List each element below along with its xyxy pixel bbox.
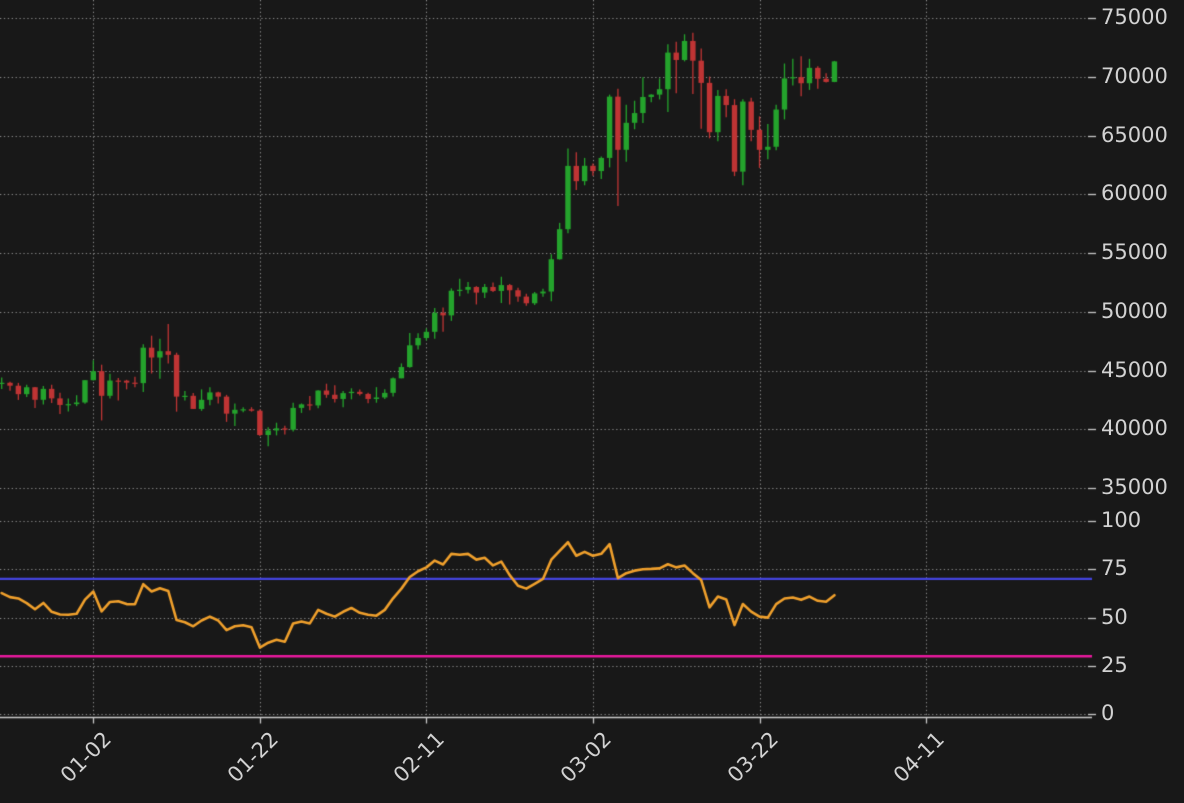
price-axis-tick-label: 75000 [1101, 5, 1168, 30]
price-axis-tick-label: 45000 [1101, 357, 1168, 382]
price-axis-tick-label: 70000 [1101, 64, 1168, 88]
rsi-axis-tick-label: 100 [1101, 508, 1142, 532]
price-axis-tick-label: 50000 [1101, 298, 1168, 323]
price-axis-tick-label: 55000 [1101, 240, 1168, 265]
rsi-axis-tick-label: 75 [1101, 556, 1128, 581]
price-axis-tick-label: 60000 [1101, 181, 1168, 206]
rsi-axis-tick-label: 25 [1101, 652, 1128, 677]
price-axis-tick-label: 65000 [1101, 122, 1168, 147]
price-axis-tick-label: 40000 [1101, 416, 1168, 441]
rsi-axis-tick-label: 50 [1101, 604, 1128, 629]
rsi-axis-tick-label: 0 [1101, 701, 1115, 726]
price-axis-tick-label: 35000 [1101, 474, 1168, 499]
